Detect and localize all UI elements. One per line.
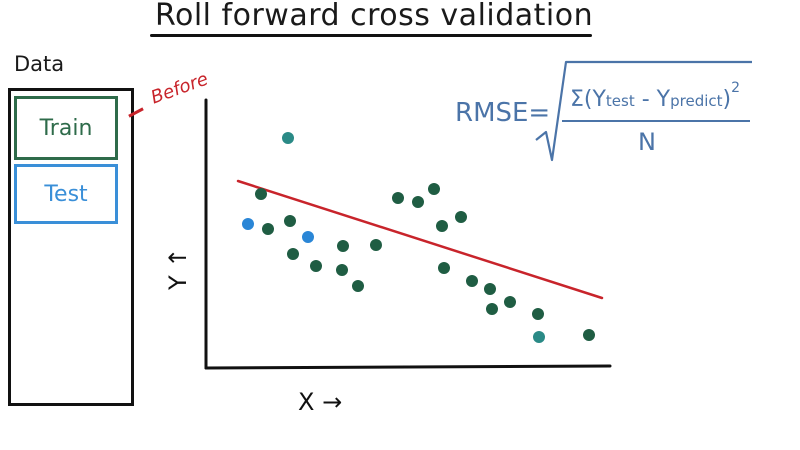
train-point [255,188,267,200]
x-axis-label: X → [298,388,342,416]
train-point [336,264,348,276]
train-point [284,215,296,227]
x-axis [204,364,612,370]
formula-sub-test: test [605,92,635,110]
train-point [287,248,299,260]
formula-minus: - Y [634,87,671,112]
train-point [504,296,516,308]
train-label: Train [39,115,93,141]
formula-close: ) [722,87,732,112]
train-point [352,280,364,292]
fraction-bar [562,120,750,122]
rmse-label: RMSE= [455,98,551,128]
train-point [436,220,448,232]
formula-sum: Σ(Y [570,87,606,112]
formula-sub-predict: predict [670,92,723,110]
title-underline [150,34,592,37]
train-point [532,308,544,320]
train-point [438,262,450,274]
train-point [533,331,545,343]
train-point [337,240,349,252]
page-title: Roll forward cross validation [155,0,594,33]
train-point [583,329,595,341]
train-point [282,132,294,144]
test-box: Test [14,164,118,224]
train-point [370,239,382,251]
train-point [484,283,496,295]
formula-power: 2 [731,80,741,96]
train-point [466,275,478,287]
test-label: Test [44,181,88,207]
data-box [8,88,134,406]
data-points [242,132,595,343]
train-point [455,211,467,223]
test-point [242,218,254,230]
train-point [262,223,274,235]
test-point [302,231,314,243]
train-point [412,196,424,208]
train-point [428,183,440,195]
regression-line [236,179,604,300]
train-box: Train [14,96,118,160]
train-point [486,303,498,315]
train-point [310,260,322,272]
formula-denominator: N [638,128,656,156]
data-label: Data [14,52,65,76]
y-axis-label: Y ↑ [164,248,192,291]
formula-numerator: Σ(Ytest - Ypredict)2 [570,80,740,112]
train-point [392,192,404,204]
